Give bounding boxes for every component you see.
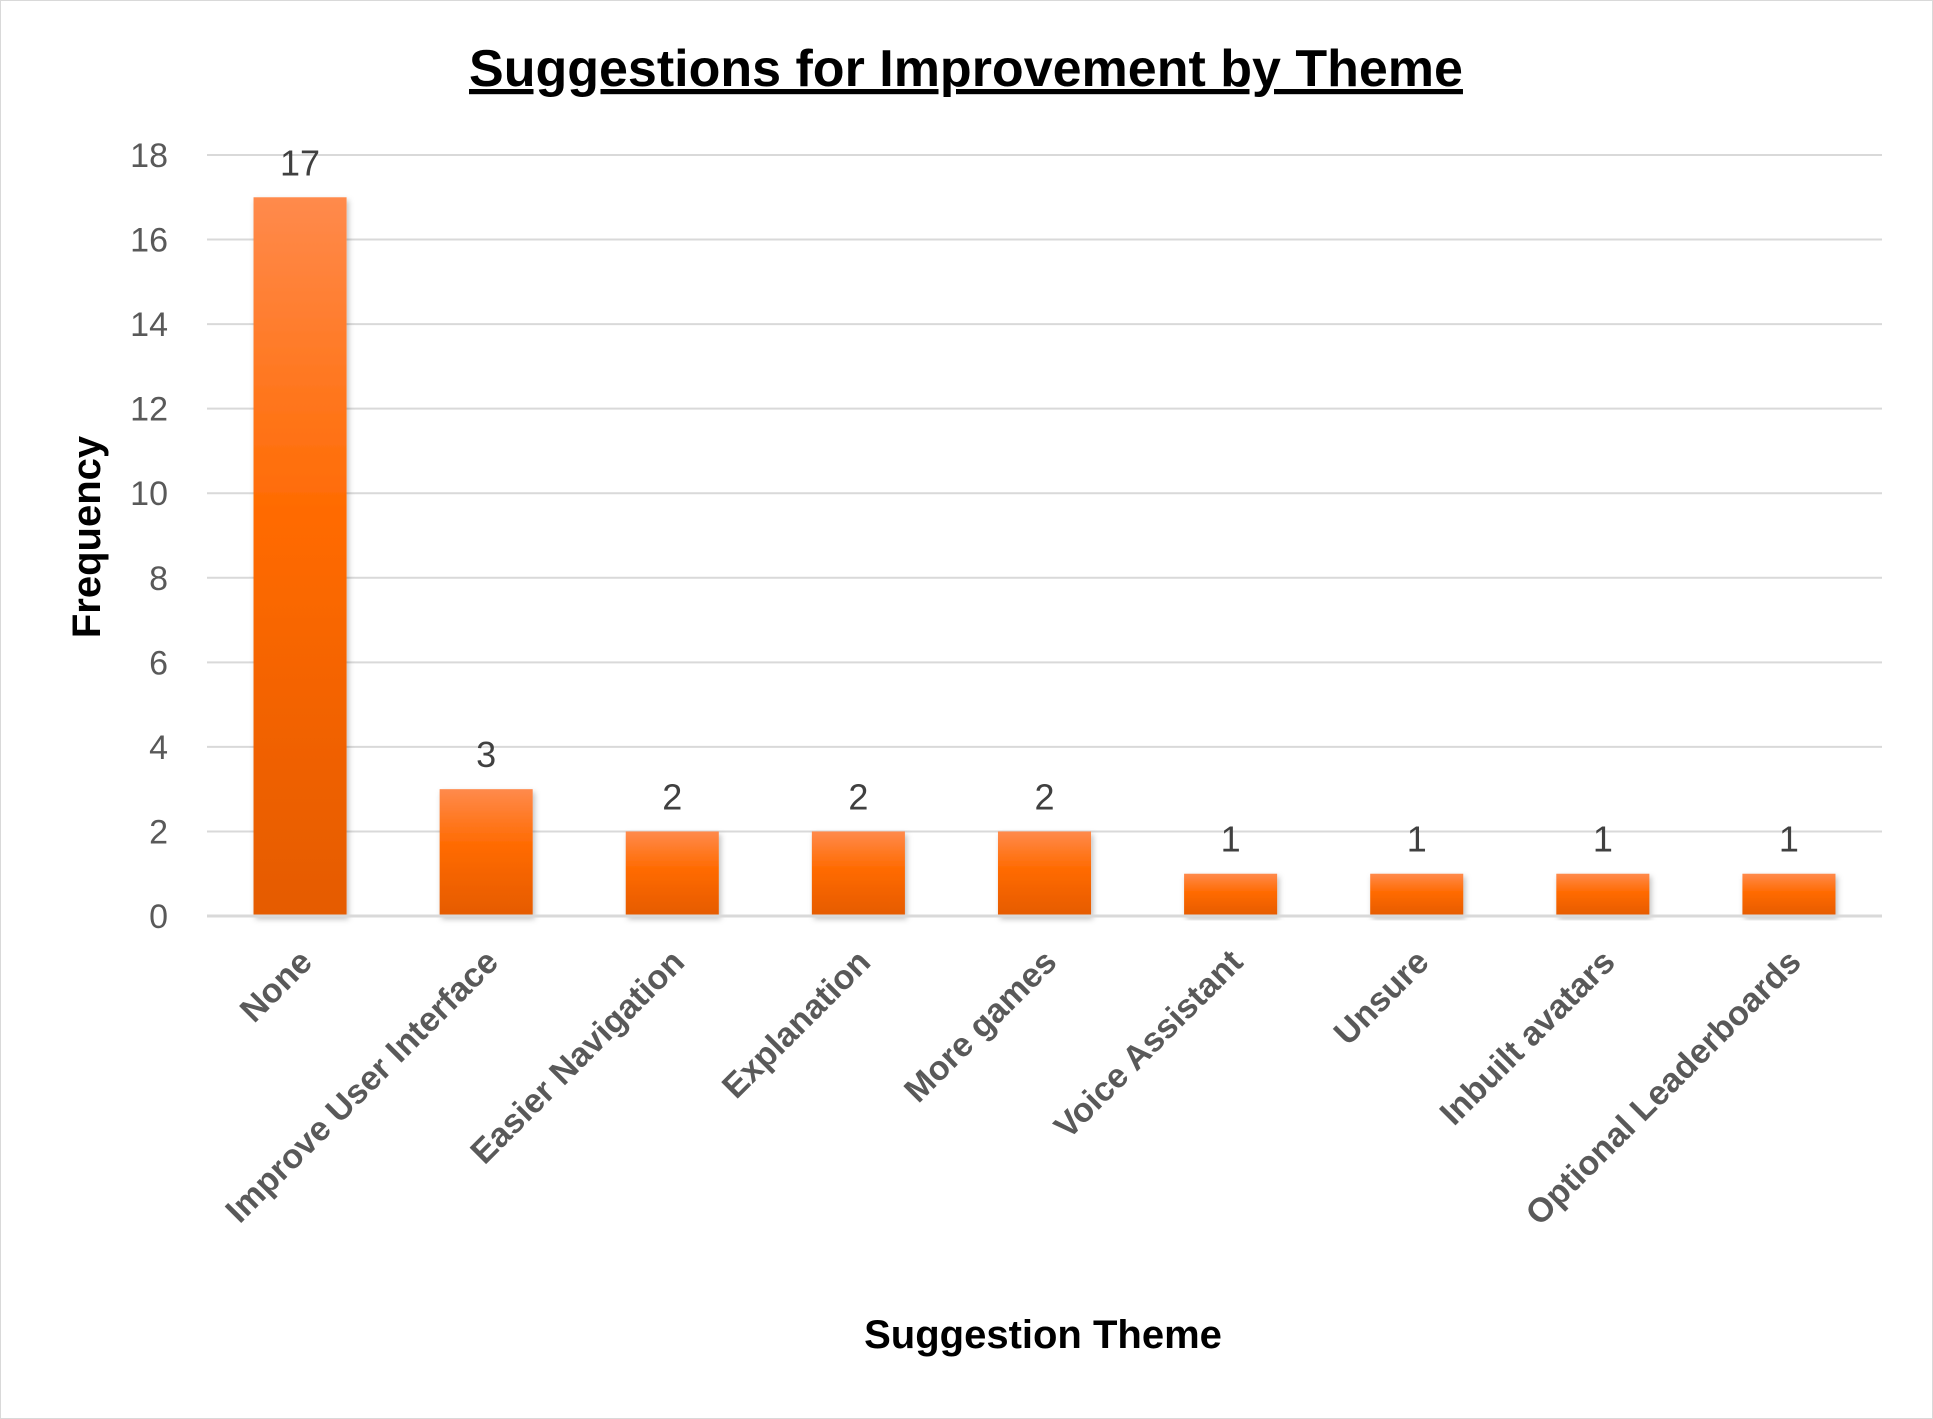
x-category-label: Unsure	[1327, 943, 1437, 1053]
data-label: 1	[1779, 819, 1799, 860]
x-category-label: Explanation	[715, 943, 878, 1106]
y-tick-label: 4	[149, 729, 168, 767]
y-tick-label: 10	[130, 475, 168, 513]
y-tick-label: 6	[149, 644, 168, 682]
y-tick-label: 2	[149, 813, 168, 851]
y-axis-ticks: 0 2 4 6 8 10 12 14 16 18	[130, 137, 168, 936]
y-axis-title: Frequency	[65, 435, 109, 638]
data-label: 1	[1407, 819, 1427, 860]
x-category-label: More games	[897, 943, 1064, 1110]
bar	[997, 831, 1092, 916]
bar	[625, 831, 719, 916]
y-tick-label: 0	[149, 898, 168, 936]
y-tick-label: 12	[130, 391, 168, 429]
gridlines	[207, 154, 1882, 833]
data-label: 2	[1034, 776, 1054, 817]
y-tick-label: 14	[130, 306, 168, 344]
data-label: 2	[848, 776, 868, 817]
data-label: 1	[1221, 819, 1241, 860]
bar	[811, 831, 905, 916]
data-label: 17	[280, 142, 320, 183]
bar	[1742, 873, 1836, 916]
y-tick-label: 8	[149, 560, 168, 598]
bar	[1184, 873, 1278, 916]
data-label: 2	[662, 776, 682, 817]
data-label: 3	[476, 734, 496, 775]
bar	[253, 197, 347, 916]
bar	[1556, 873, 1650, 916]
y-tick-label: 16	[130, 222, 168, 260]
bars	[253, 197, 1836, 916]
x-axis-title: Suggestion Theme	[864, 1313, 1222, 1357]
x-category-label: None	[233, 943, 320, 1030]
x-category-label: Voice Assistant	[1047, 943, 1250, 1146]
data-label: 1	[1593, 819, 1613, 860]
y-tick-label: 18	[130, 137, 168, 175]
bar	[1370, 873, 1464, 916]
chart-title: Suggestions for Improvement by Theme	[469, 40, 1463, 98]
bar	[439, 789, 533, 916]
x-category-label: Inbuilt avatars	[1433, 943, 1623, 1133]
data-labels: 17 3 2 2 2 1 1 1 1	[280, 142, 1799, 859]
